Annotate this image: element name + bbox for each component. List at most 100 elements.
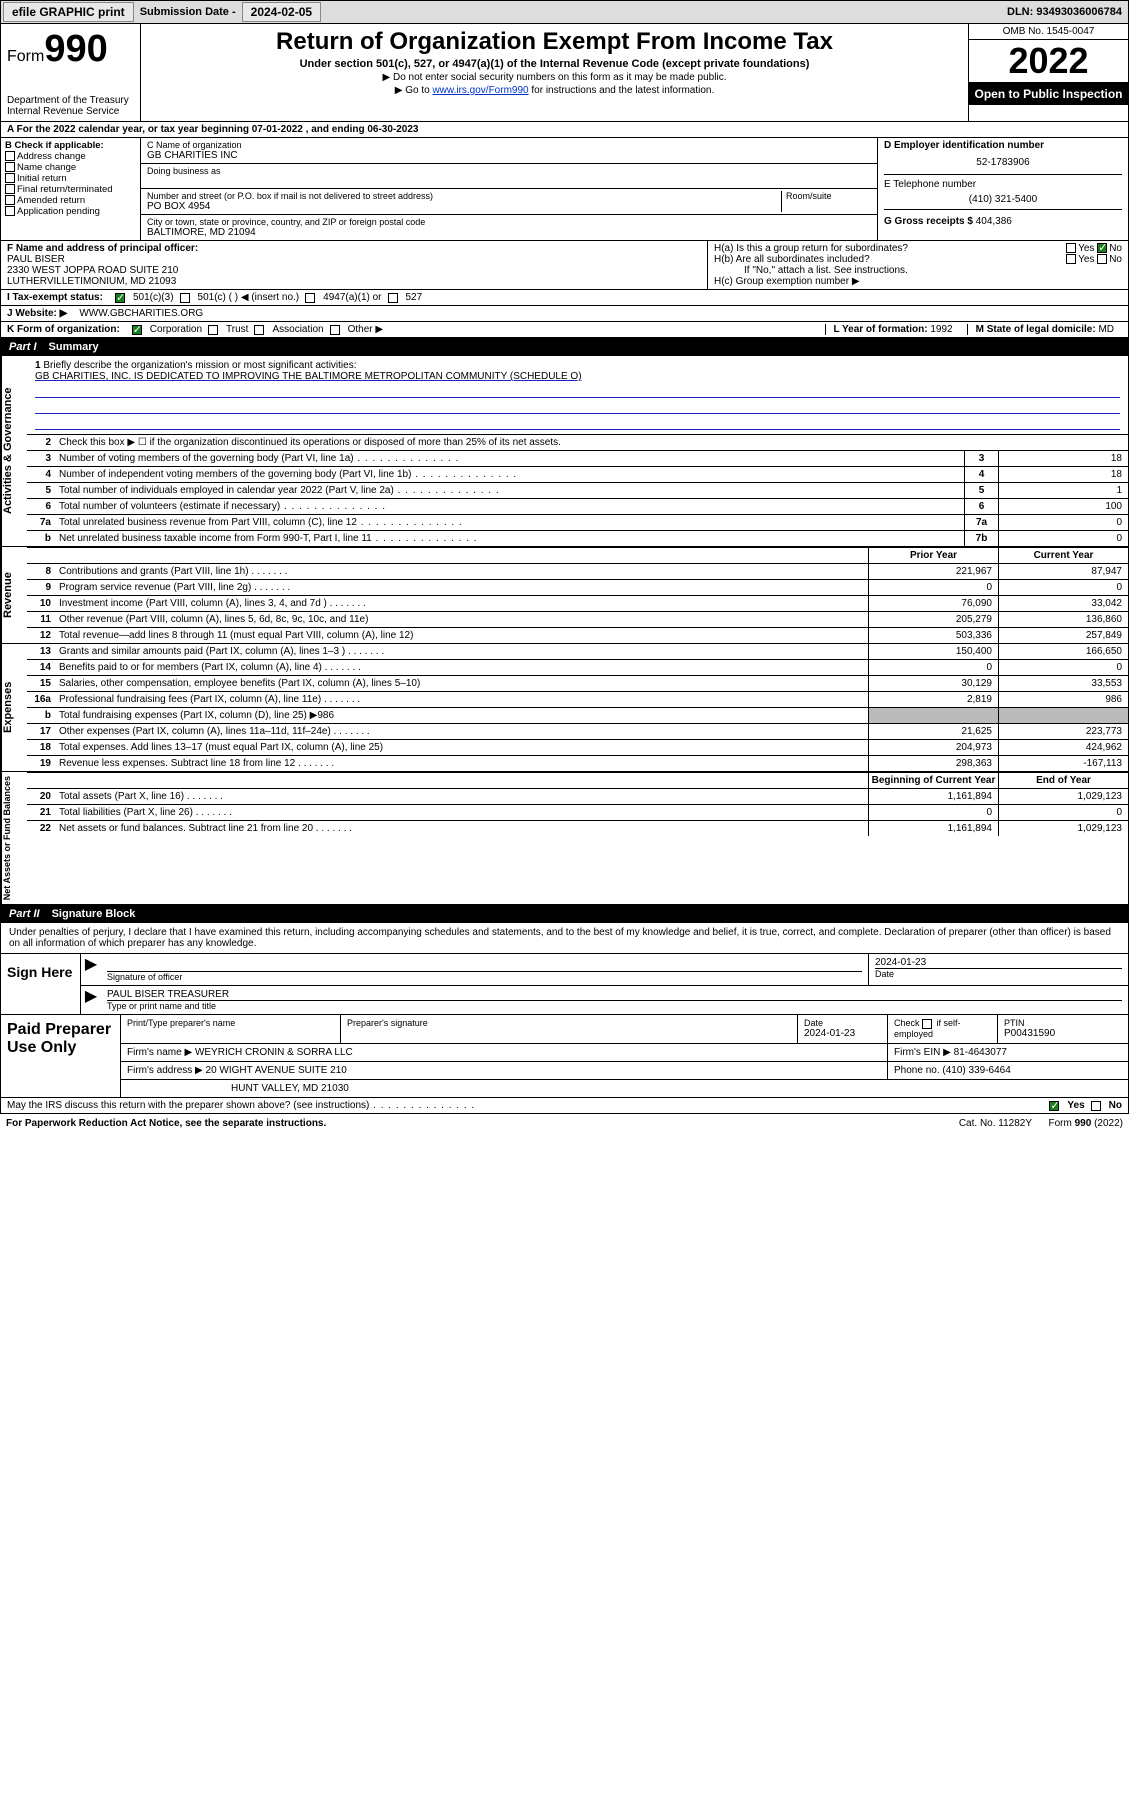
opt-corporation[interactable]: Corporation bbox=[150, 324, 202, 335]
dln-label: DLN: bbox=[1007, 6, 1033, 18]
goto-pre: Go to bbox=[405, 85, 432, 96]
chk-initial-return[interactable]: Initial return bbox=[5, 173, 136, 184]
city-value: BALTIMORE, MD 21094 bbox=[147, 227, 871, 238]
mission-text: GB CHARITIES, INC. IS DEDICATED TO IMPRO… bbox=[35, 371, 582, 382]
sig-date-value: 2024-01-23 bbox=[875, 957, 1122, 968]
chk-address-change[interactable]: Address change bbox=[5, 151, 136, 162]
side-net-assets: Net Assets or Fund Balances bbox=[1, 772, 27, 904]
chk-final-return[interactable]: Final return/terminated bbox=[5, 184, 136, 195]
room-suite-label: Room/suite bbox=[781, 191, 871, 212]
line-i-tax-status: I Tax-exempt status: 501(c)(3) 501(c) ( … bbox=[0, 290, 1129, 306]
row-11: 11Other revenue (Part VIII, column (A), … bbox=[27, 611, 1128, 627]
preparer-row1: Print/Type preparer's name Preparer's si… bbox=[121, 1015, 1128, 1044]
chk-amended-return[interactable]: Amended return bbox=[5, 195, 136, 206]
hb-row: H(b) Are all subordinates included? Yes … bbox=[714, 254, 1122, 265]
goto-note: ▶ Go to www.irs.gov/Form990 for instruct… bbox=[149, 85, 960, 96]
omb-number: OMB No. 1545-0047 bbox=[969, 24, 1128, 40]
mission-q: Briefly describe the organization's miss… bbox=[43, 360, 356, 371]
part-i-header: Part I Summary bbox=[0, 338, 1129, 356]
efile-topbar: efile GRAPHIC print Submission Date - 20… bbox=[0, 0, 1129, 24]
row-7b: bNet unrelated business taxable income f… bbox=[27, 530, 1128, 546]
preparer-row4: HUNT VALLEY, MD 21030 bbox=[121, 1080, 1128, 1097]
end-year-hdr: End of Year bbox=[998, 773, 1128, 788]
row-17: 17Other expenses (Part IX, column (A), l… bbox=[27, 723, 1128, 739]
row-2-checkbox: 2Check this box ▶ ☐ if the organization … bbox=[27, 434, 1128, 450]
prep-date-label: Date bbox=[804, 1018, 881, 1028]
row-16a: 16aProfessional fundraising fees (Part I… bbox=[27, 691, 1128, 707]
submission-date-value: 2024-02-05 bbox=[242, 2, 321, 22]
form-990-num: 990 bbox=[44, 28, 107, 70]
opt-527[interactable]: 527 bbox=[406, 292, 423, 303]
dba-label: Doing business as bbox=[147, 166, 871, 176]
discuss-question: May the IRS discuss this return with the… bbox=[7, 1100, 475, 1111]
addr-value: PO BOX 4954 bbox=[147, 201, 781, 212]
mission-block: 1 Briefly describe the organization's mi… bbox=[27, 356, 1128, 434]
prep-name-label: Print/Type preparer's name bbox=[127, 1018, 334, 1028]
chk-name-change[interactable]: Name change bbox=[5, 162, 136, 173]
firm-addr1: 20 WIGHT AVENUE SUITE 210 bbox=[206, 1065, 347, 1076]
form-title: Return of Organization Exempt From Incom… bbox=[149, 28, 960, 56]
firm-name-label: Firm's name ▶ bbox=[127, 1047, 192, 1058]
arrow-icon: ▶ bbox=[81, 986, 101, 1014]
row-f-officer: F Name and address of principal officer:… bbox=[1, 241, 708, 289]
h-note: If "No," attach a list. See instructions… bbox=[714, 265, 1122, 276]
efile-print-btn[interactable]: efile GRAPHIC print bbox=[3, 2, 134, 22]
firm-ein-label: Firm's EIN ▶ bbox=[894, 1047, 951, 1058]
row-9: 9Program service revenue (Part VIII, lin… bbox=[27, 579, 1128, 595]
opt-4947[interactable]: 4947(a)(1) or bbox=[323, 292, 381, 303]
row-6: 6Total number of volunteers (estimate if… bbox=[27, 498, 1128, 514]
part-ii-header: Part II Signature Block bbox=[0, 905, 1129, 923]
bcd-block: B Check if applicable: Address change Na… bbox=[0, 138, 1129, 241]
part-i-title: Summary bbox=[49, 341, 99, 353]
year-formation-value: 1992 bbox=[930, 324, 952, 335]
paid-preparer-label: Paid Preparer Use Only bbox=[1, 1015, 121, 1097]
period-label: For the 2022 calendar year, or tax year … bbox=[17, 124, 252, 135]
paid-preparer-block: Paid Preparer Use Only Print/Type prepar… bbox=[0, 1015, 1129, 1098]
form990-link[interactable]: www.irs.gov/Form990 bbox=[432, 85, 528, 96]
row-8: 8Contributions and grants (Part VIII, li… bbox=[27, 563, 1128, 579]
officer-name-title: PAUL BISER TREASURER bbox=[107, 989, 1122, 1000]
website-value: WWW.GBCHARITIES.ORG bbox=[79, 308, 203, 319]
row-5: 5Total number of individuals employed in… bbox=[27, 482, 1128, 498]
ptin-value: P00431590 bbox=[1004, 1028, 1122, 1039]
row-10: 10Investment income (Part VIII, column (… bbox=[27, 595, 1128, 611]
firm-phone-value: (410) 339-6464 bbox=[942, 1065, 1010, 1076]
col-d-ein-tel: D Employer identification number 52-1783… bbox=[878, 138, 1128, 240]
firm-addr-label: Firm's address ▶ bbox=[127, 1065, 203, 1076]
opt-501c3[interactable]: 501(c)(3) bbox=[133, 292, 174, 303]
opt-other[interactable]: Other ▶ bbox=[348, 324, 383, 335]
row-7a: 7aTotal unrelated business revenue from … bbox=[27, 514, 1128, 530]
row-3: 3Number of voting members of the governi… bbox=[27, 450, 1128, 466]
tel-label: E Telephone number bbox=[884, 174, 1122, 190]
opt-trust[interactable]: Trust bbox=[226, 324, 248, 335]
row-15: 15Salaries, other compensation, employee… bbox=[27, 675, 1128, 691]
dln: DLN: 93493036006784 bbox=[1007, 6, 1128, 18]
ein-label: D Employer identification number bbox=[884, 140, 1122, 151]
discuss-yes[interactable]: Yes bbox=[1067, 1100, 1084, 1111]
opt-501c[interactable]: 501(c) ( ) ◀ (insert no.) bbox=[198, 292, 300, 303]
discuss-no[interactable]: No bbox=[1109, 1100, 1122, 1111]
firm-addr2: HUNT VALLEY, MD 21030 bbox=[121, 1080, 1128, 1097]
firm-name-value: WEYRICH CRONIN & SORRA LLC bbox=[195, 1047, 353, 1058]
form-word: Form bbox=[7, 48, 44, 65]
begin-year-hdr: Beginning of Current Year bbox=[868, 773, 998, 788]
line-j-website: J Website: ▶ WWW.GBCHARITIES.ORG bbox=[0, 306, 1129, 322]
opt-association[interactable]: Association bbox=[272, 324, 323, 335]
submission-date-label: Submission Date - bbox=[136, 6, 240, 18]
signature-block: Under penalties of perjury, I declare th… bbox=[0, 923, 1129, 1015]
officer-addr2: LUTHERVILLETIMONIUM, MD 21093 bbox=[7, 276, 701, 287]
chk-application-pending[interactable]: Application pending bbox=[5, 206, 136, 217]
officer-name: PAUL BISER bbox=[7, 254, 701, 265]
period-end: 06-30-2023 bbox=[367, 124, 418, 135]
row-4: 4Number of independent voting members of… bbox=[27, 466, 1128, 482]
side-activities-governance: Activities & Governance bbox=[1, 356, 27, 546]
row-19: 19Revenue less expenses. Subtract line 1… bbox=[27, 755, 1128, 771]
line-a-period: A For the 2022 calendar year, or tax yea… bbox=[0, 122, 1129, 138]
net-headers: Beginning of Current Year End of Year bbox=[27, 772, 1128, 788]
part-ii-title: Signature Block bbox=[52, 908, 136, 920]
cat-no: Cat. No. 11282Y bbox=[959, 1118, 1032, 1129]
ha-row: H(a) Is this a group return for subordin… bbox=[714, 243, 1122, 254]
city-label: City or town, state or province, country… bbox=[147, 217, 871, 227]
header-right: OMB No. 1545-0047 2022 Open to Public In… bbox=[968, 24, 1128, 121]
domicile-value: MD bbox=[1098, 324, 1114, 335]
